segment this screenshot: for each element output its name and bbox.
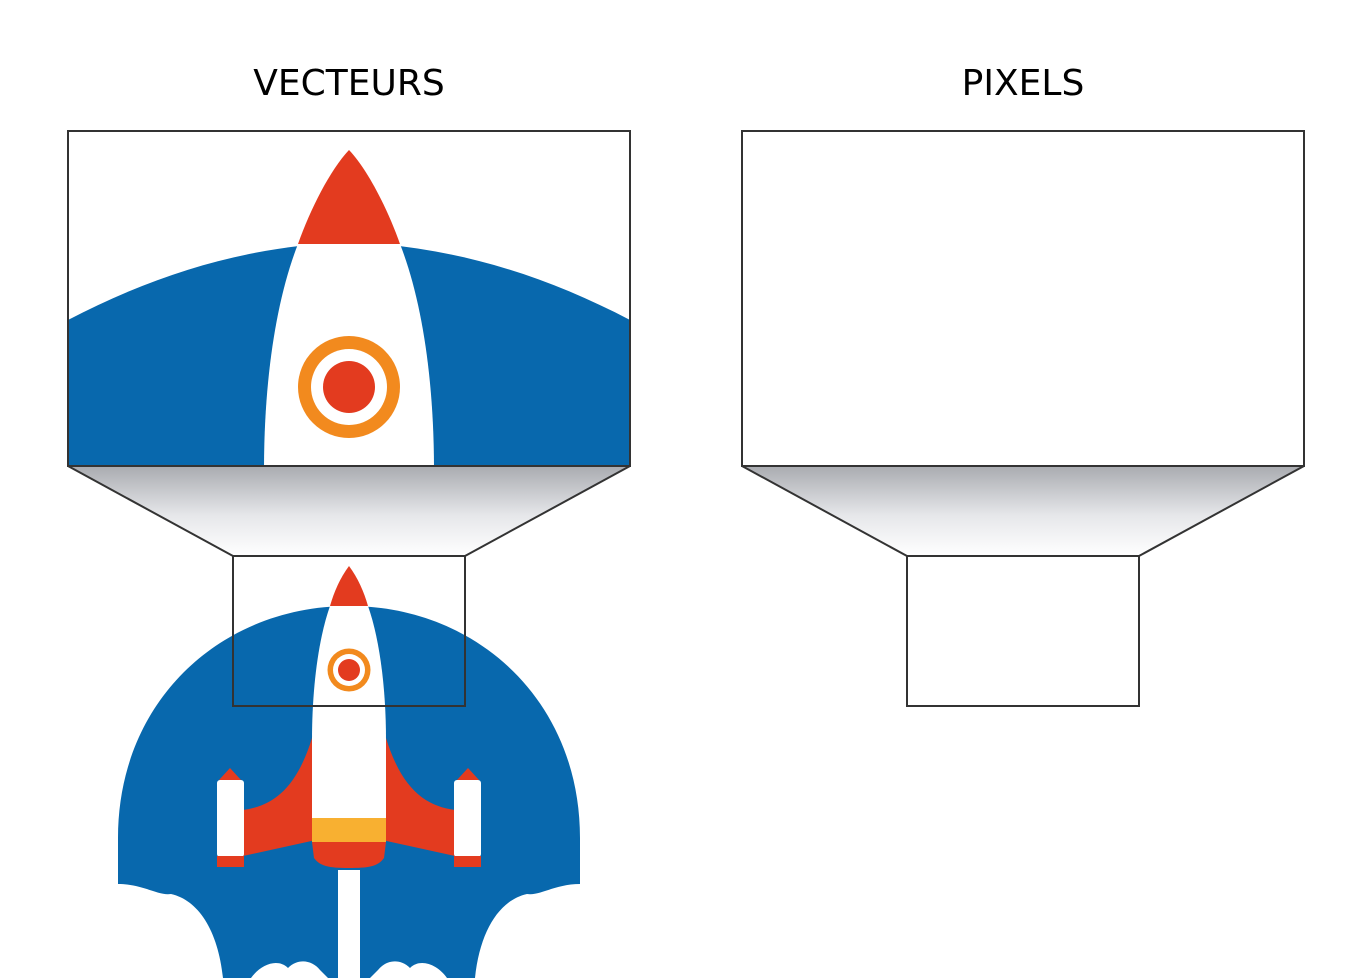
pixel-zoom-funnel xyxy=(742,466,1304,556)
vector-panel-title: VECTEURS xyxy=(253,63,445,104)
vector-panel xyxy=(67,130,631,978)
pixel-rocket xyxy=(792,566,1254,978)
vector-magnified-view xyxy=(68,131,630,466)
vector-zoom-funnel xyxy=(68,466,630,556)
pixel-magnified-view xyxy=(742,131,1304,466)
vector-magnifier-frame xyxy=(67,130,631,467)
pixel-magnifier-frame xyxy=(741,130,1305,467)
pixel-zoom-region xyxy=(906,555,1140,707)
vector-rocket xyxy=(118,566,580,978)
vector-zoom-region xyxy=(232,555,466,707)
pixel-panel xyxy=(741,130,1305,978)
pixel-panel-title: PIXELS xyxy=(961,63,1085,104)
